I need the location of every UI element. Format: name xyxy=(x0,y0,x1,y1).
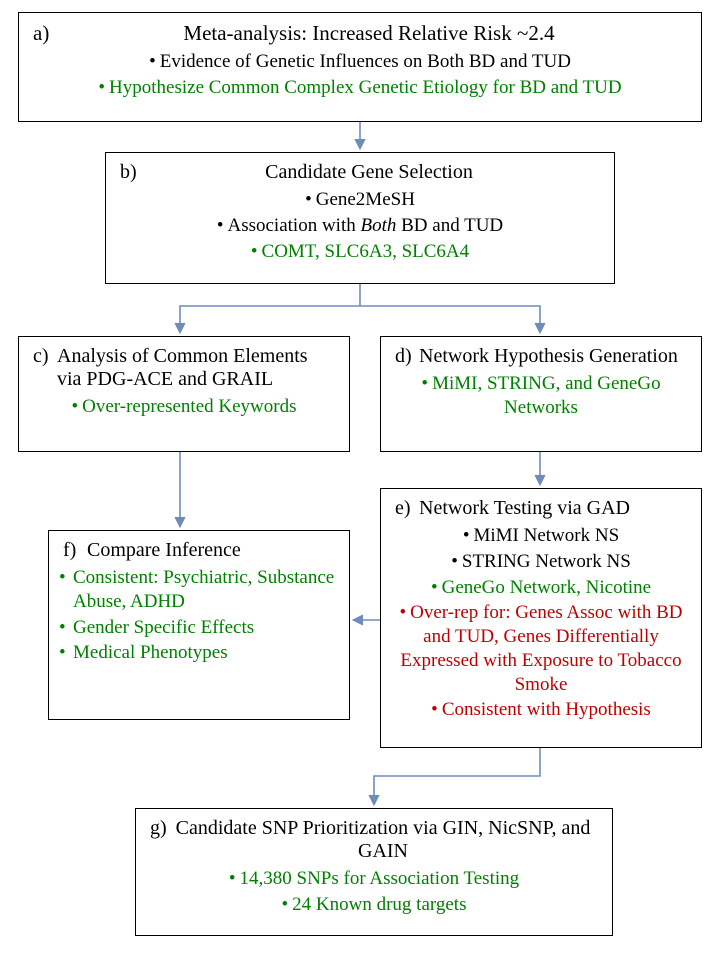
edge xyxy=(180,306,360,332)
box-g: g) Candidate SNP Prioritization via GIN, … xyxy=(135,808,613,936)
box-c: c) Analysis of Common Elements via PDG-AC… xyxy=(18,336,350,452)
bullet: •MiMI Network NS xyxy=(391,524,691,548)
box-b: b) Candidate Gene Selection •Gene2MeSH•Ass… xyxy=(105,152,615,284)
box-label: f) xyxy=(63,539,76,562)
box-title: Analysis of Common Elements via PDG-ACE … xyxy=(57,345,308,390)
bullet: •Evidence of Genetic Influences on Both … xyxy=(29,50,691,74)
bullet: •Over-rep for: Genes Assoc with BD and T… xyxy=(391,601,691,696)
canvas: a) Meta-analysis: Increased Relative Risk… xyxy=(0,0,720,960)
bullet: •STRING Network NS xyxy=(391,550,691,574)
bullet: •Consistent with Hypothesis xyxy=(391,698,691,722)
edge xyxy=(360,306,540,332)
bullet: •Association with Both BD and TUD xyxy=(116,214,604,238)
box-title: Compare Inference xyxy=(87,539,241,561)
bullet: •MiMI, STRING, and GeneGo Networks xyxy=(391,372,691,420)
box-title: Network Testing via GAD xyxy=(419,497,630,519)
box-title: Candidate SNP Prioritization via GIN, Ni… xyxy=(176,817,591,862)
box-label: g) xyxy=(150,817,167,840)
box-d: d) Network Hypothesis Generation •MiMI, ST… xyxy=(380,336,702,452)
box-title: Meta-analysis: Increased Relative Risk ~… xyxy=(183,21,554,45)
box-e: e) Network Testing via GAD •MiMI Network N… xyxy=(380,488,702,748)
box-label: b) xyxy=(120,161,137,184)
bullet: Consistent: Psychiatric, Substance Abuse… xyxy=(59,566,339,614)
bullet: •Hypothesize Common Complex Genetic Etio… xyxy=(29,76,691,100)
box-label: a) xyxy=(33,21,49,46)
box-label: d) xyxy=(395,345,412,368)
box-label: e) xyxy=(395,497,411,520)
bullet: •Gene2MeSH xyxy=(116,188,604,212)
bullet: •COMT, SLC6A3, SLC6A4 xyxy=(116,240,604,264)
bullet: •24 Known drug targets xyxy=(146,893,602,917)
box-title: Network Hypothesis Generation xyxy=(419,345,678,367)
box-label: c) xyxy=(33,345,49,368)
edge xyxy=(374,748,540,804)
box-a: a) Meta-analysis: Increased Relative Risk… xyxy=(18,12,702,122)
bullet: •GeneGo Network, Nicotine xyxy=(391,576,691,600)
bullet: Gender Specific Effects xyxy=(59,616,339,640)
bullet: •14,380 SNPs for Association Testing xyxy=(146,867,602,891)
box-f: f) Compare Inference Consistent: Psychiatr… xyxy=(48,530,350,720)
bullet: •Over-represented Keywords xyxy=(29,395,339,419)
box-title: Candidate Gene Selection xyxy=(265,161,473,183)
bullet: Medical Phenotypes xyxy=(59,641,339,665)
